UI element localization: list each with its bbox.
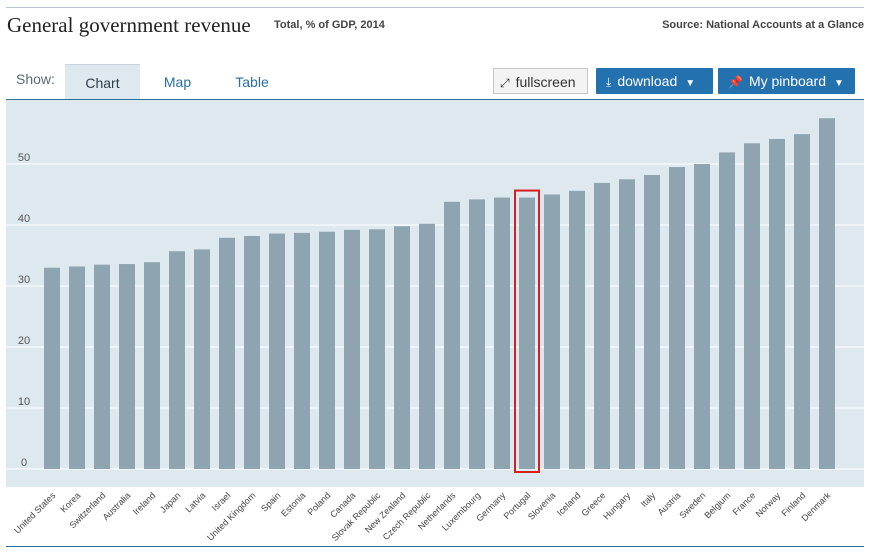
pinboard-button[interactable]: 📌 My pinboard ▼ <box>718 68 855 94</box>
y-tick-label: 40 <box>18 213 30 225</box>
chart-subtitle: Total, % of GDP, 2014 <box>274 19 385 31</box>
bar-norway[interactable] <box>769 138 785 470</box>
pin-icon: 📌 <box>728 75 743 89</box>
highlight-outline <box>514 189 540 474</box>
bar-austria[interactable] <box>669 167 685 470</box>
bar-luxembourg[interactable] <box>469 199 485 469</box>
show-label: Show: <box>16 71 55 87</box>
x-tick-label: Hungary <box>601 490 632 521</box>
x-tick-label: Australia <box>101 490 133 522</box>
fullscreen-button[interactable]: ⤢ fullscreen <box>493 68 588 94</box>
page-title: General government revenue <box>7 13 251 37</box>
bar-slovenia[interactable] <box>544 194 560 470</box>
expand-icon: ⤢ <box>500 76 510 90</box>
bar-japan[interactable] <box>169 251 185 469</box>
download-button[interactable]: ⤓ download ▼ <box>596 68 713 94</box>
bar-finland[interactable] <box>794 134 810 470</box>
bar-france[interactable] <box>744 143 760 469</box>
x-tick-label: United States <box>12 490 58 536</box>
tab-chart[interactable]: Chart <box>65 64 140 101</box>
y-tick-label: 10 <box>18 396 30 408</box>
bar-estonia[interactable] <box>294 232 310 469</box>
fullscreen-label: fullscreen <box>515 74 576 90</box>
x-tick-label: Italy <box>639 490 658 509</box>
bar-latvia[interactable] <box>194 249 210 469</box>
chevron-down-icon: ▼ <box>685 78 696 89</box>
bar-iceland[interactable] <box>569 190 585 469</box>
tab-table[interactable]: Table <box>235 74 269 90</box>
top-rule <box>6 7 864 8</box>
x-tick-label: Slovenia <box>526 490 557 521</box>
bar-spain[interactable] <box>269 233 285 469</box>
x-tick-label: Norway <box>754 490 783 519</box>
x-tick-label: Spain <box>259 490 282 513</box>
bar-slovak-republic[interactable] <box>369 229 385 469</box>
download-icon: ⤓ <box>606 75 612 89</box>
chevron-down-icon: ▼ <box>834 78 844 89</box>
y-tick-label: 50 <box>18 152 30 164</box>
bar-sweden[interactable] <box>694 164 710 469</box>
bar-korea[interactable] <box>69 266 85 469</box>
x-tick-label: France <box>731 490 758 517</box>
bar-switzerland[interactable] <box>94 264 110 469</box>
y-tick-label: 30 <box>18 274 30 286</box>
x-tick-label: Iceland <box>555 490 583 518</box>
download-label: download <box>617 73 678 89</box>
pinboard-label: My pinboard <box>748 73 826 89</box>
x-tick-label: Estonia <box>279 490 307 518</box>
x-tick-label: Japan <box>158 490 182 514</box>
bar-portugal[interactable] <box>519 197 535 470</box>
bar-united-states[interactable] <box>44 267 60 469</box>
bar-greece[interactable] <box>594 182 610 469</box>
x-tick-label: Belgium <box>702 490 732 520</box>
y-tick-label: 20 <box>18 335 30 347</box>
bar-italy[interactable] <box>644 174 660 470</box>
x-tick-label: Latvia <box>183 490 207 514</box>
bar-netherlands[interactable] <box>444 201 460 469</box>
bar-denmark[interactable] <box>819 118 835 469</box>
bar-ireland[interactable] <box>144 262 160 469</box>
source-note: Source: National Accounts at a Glance <box>662 19 864 31</box>
bottom-rule <box>6 546 864 547</box>
x-tick-label: Israel <box>210 490 233 513</box>
bar-czech-republic[interactable] <box>419 223 435 469</box>
bar-australia[interactable] <box>119 264 135 469</box>
bar-germany[interactable] <box>494 197 510 470</box>
bar-canada[interactable] <box>344 229 360 469</box>
bar-poland[interactable] <box>319 231 335 469</box>
bar-united-kingdom[interactable] <box>244 235 260 469</box>
bar-belgium[interactable] <box>719 152 735 469</box>
tab-map[interactable]: Map <box>163 74 192 90</box>
bar-hungary[interactable] <box>619 179 635 469</box>
y-tick-label: 0 <box>21 457 27 469</box>
toolbar-rule <box>6 99 864 100</box>
x-tick-label: Ireland <box>131 490 158 517</box>
bar-israel[interactable] <box>219 237 235 469</box>
x-tick-label: Sweden <box>677 490 707 520</box>
bar-new-zealand[interactable] <box>394 226 410 469</box>
